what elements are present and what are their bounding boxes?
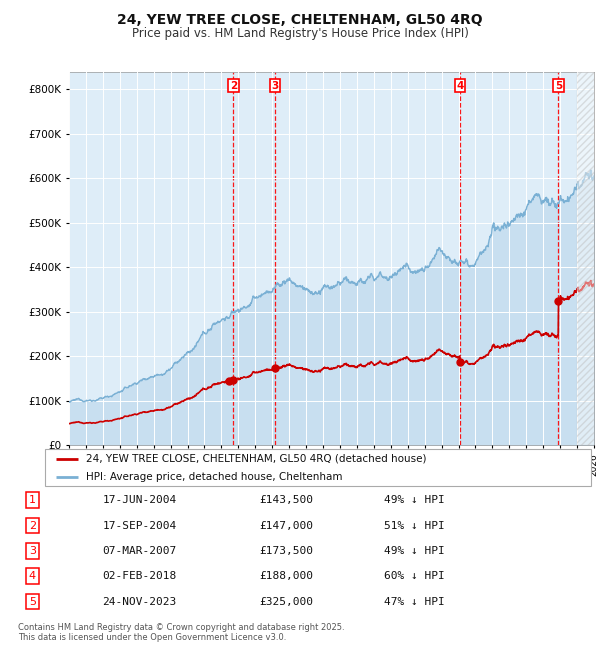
Text: Contains HM Land Registry data © Crown copyright and database right 2025.
This d: Contains HM Land Registry data © Crown c… <box>18 623 344 642</box>
Text: 2: 2 <box>29 521 36 530</box>
Text: £173,500: £173,500 <box>259 546 313 556</box>
Text: HPI: Average price, detached house, Cheltenham: HPI: Average price, detached house, Chel… <box>86 472 343 482</box>
Text: £325,000: £325,000 <box>259 597 313 606</box>
Text: 17-JUN-2004: 17-JUN-2004 <box>102 495 176 505</box>
Text: 02-FEB-2018: 02-FEB-2018 <box>102 571 176 581</box>
Text: 3: 3 <box>29 546 36 556</box>
Text: 24, YEW TREE CLOSE, CHELTENHAM, GL50 4RQ (detached house): 24, YEW TREE CLOSE, CHELTENHAM, GL50 4RQ… <box>86 454 427 463</box>
Text: £143,500: £143,500 <box>259 495 313 505</box>
Text: Price paid vs. HM Land Registry's House Price Index (HPI): Price paid vs. HM Land Registry's House … <box>131 27 469 40</box>
Text: 60% ↓ HPI: 60% ↓ HPI <box>385 571 445 581</box>
Text: 51% ↓ HPI: 51% ↓ HPI <box>385 521 445 530</box>
Text: £188,000: £188,000 <box>259 571 313 581</box>
FancyBboxPatch shape <box>45 448 591 486</box>
Text: 3: 3 <box>272 81 279 91</box>
Text: 4: 4 <box>457 81 464 91</box>
Text: 24, YEW TREE CLOSE, CHELTENHAM, GL50 4RQ: 24, YEW TREE CLOSE, CHELTENHAM, GL50 4RQ <box>117 13 483 27</box>
Text: 5: 5 <box>555 81 562 91</box>
Text: 49% ↓ HPI: 49% ↓ HPI <box>385 546 445 556</box>
Bar <box>577 72 600 445</box>
Text: 49% ↓ HPI: 49% ↓ HPI <box>385 495 445 505</box>
Text: 1: 1 <box>29 495 36 505</box>
Text: 5: 5 <box>29 597 36 606</box>
Text: 4: 4 <box>29 571 36 581</box>
Text: 07-MAR-2007: 07-MAR-2007 <box>102 546 176 556</box>
Text: £147,000: £147,000 <box>259 521 313 530</box>
Text: 47% ↓ HPI: 47% ↓ HPI <box>385 597 445 606</box>
Text: 17-SEP-2004: 17-SEP-2004 <box>102 521 176 530</box>
Text: 2: 2 <box>230 81 237 91</box>
Text: 24-NOV-2023: 24-NOV-2023 <box>102 597 176 606</box>
